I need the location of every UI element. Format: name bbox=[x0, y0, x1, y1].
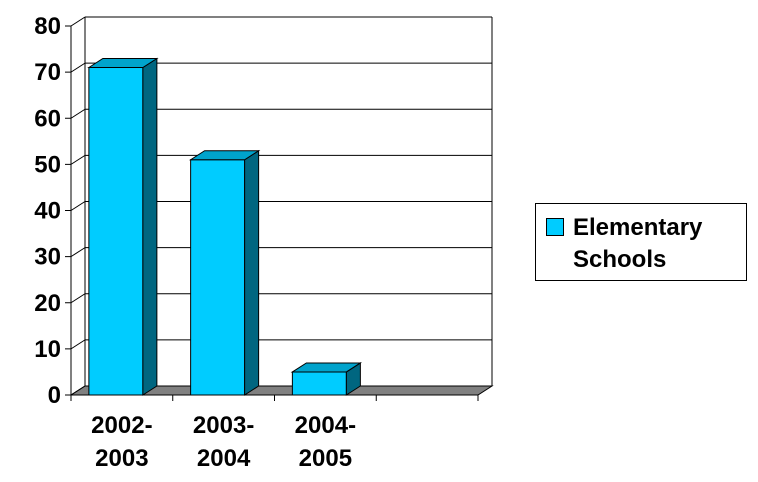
y-tick-label: 30 bbox=[34, 244, 61, 271]
legend-label-elementary-schools: Elementary Schools bbox=[573, 214, 703, 273]
y-axis-depth-line bbox=[70, 247, 86, 258]
y-axis-depth-line bbox=[70, 62, 86, 73]
x-tick-label: 2005 bbox=[299, 445, 352, 472]
y-axis-depth-line bbox=[70, 339, 86, 350]
y-axis-depth-line bbox=[70, 108, 86, 119]
y-tick-label: 0 bbox=[48, 382, 61, 409]
bar-top bbox=[290, 362, 363, 373]
bar-top bbox=[188, 150, 261, 161]
y-tick-label: 20 bbox=[34, 290, 61, 317]
y-axis-depth-line bbox=[70, 293, 86, 304]
y-tick-label: 50 bbox=[34, 151, 61, 178]
bar-side bbox=[142, 57, 158, 396]
bar-side bbox=[244, 149, 260, 396]
bar-top bbox=[87, 58, 159, 69]
bar bbox=[88, 67, 144, 396]
y-tick-label: 10 bbox=[34, 336, 61, 363]
bar bbox=[291, 371, 347, 396]
y-tick-label: 40 bbox=[34, 198, 61, 225]
x-tick-label: 2003- bbox=[193, 412, 254, 439]
x-tick-label: 2002- bbox=[91, 412, 152, 439]
legend: Elementary Schools bbox=[535, 203, 747, 281]
y-axis-depth-line bbox=[70, 201, 86, 211]
y-axis-depth-line bbox=[70, 154, 86, 165]
y-tick-label: 60 bbox=[34, 105, 61, 132]
x-tick-label: 2004 bbox=[197, 445, 251, 472]
y-axis-depth-line bbox=[70, 16, 86, 27]
bar bbox=[190, 159, 246, 396]
x-tick-label: 2004- bbox=[295, 412, 356, 439]
legend-swatch-elementary-schools bbox=[546, 218, 564, 236]
y-axis-depth-line bbox=[70, 385, 86, 396]
y-tick-label: 80 bbox=[34, 13, 61, 40]
y-tick-label: 70 bbox=[34, 59, 61, 86]
x-tick-label: 2003 bbox=[95, 445, 148, 472]
